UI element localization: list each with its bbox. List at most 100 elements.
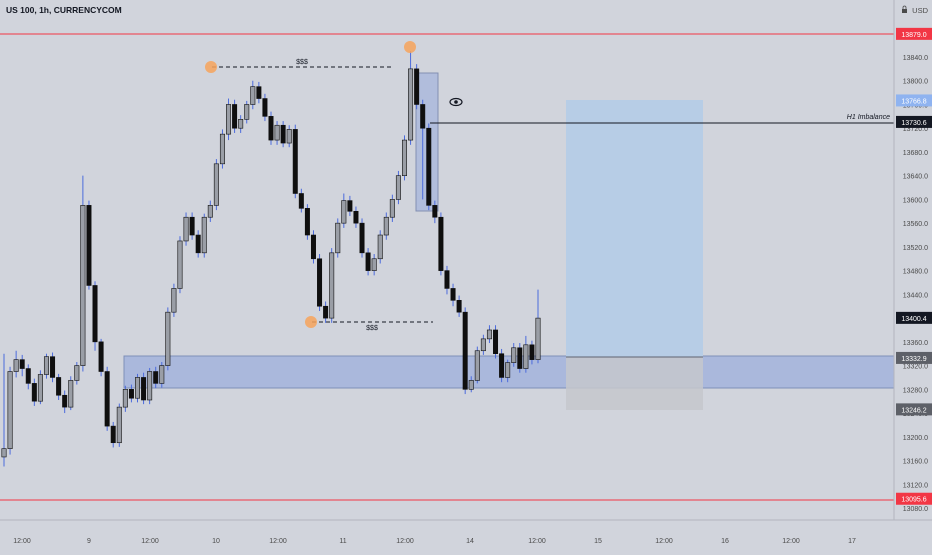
candle-body[interactable] xyxy=(165,311,171,366)
candle-body[interactable] xyxy=(135,377,141,399)
price-marker-box[interactable] xyxy=(896,403,932,416)
candle-body[interactable] xyxy=(438,216,444,271)
candle-body[interactable] xyxy=(116,406,122,444)
candle-body[interactable] xyxy=(68,380,74,408)
eye-icon[interactable] xyxy=(449,97,463,107)
candle-body[interactable] xyxy=(401,139,407,176)
candle-body[interactable] xyxy=(37,374,43,402)
candle-body[interactable] xyxy=(195,234,201,254)
swing-low-marker[interactable] xyxy=(305,316,317,328)
candle-body[interactable] xyxy=(74,365,80,381)
candle-body[interactable] xyxy=(219,133,225,165)
candle-body[interactable] xyxy=(474,350,480,381)
price-marker-box[interactable] xyxy=(896,27,932,40)
candle-body[interactable] xyxy=(395,175,401,200)
candle-body[interactable] xyxy=(189,216,195,236)
candle-body[interactable] xyxy=(104,371,110,427)
price-marker-box[interactable] xyxy=(896,94,932,107)
candle-body[interactable] xyxy=(171,288,177,313)
price-marker-box[interactable] xyxy=(896,311,932,324)
candle-body[interactable] xyxy=(505,362,511,378)
candle-body[interactable] xyxy=(92,285,98,343)
candle-body[interactable] xyxy=(250,86,256,105)
candle-body[interactable] xyxy=(256,86,262,99)
candle-body[interactable] xyxy=(7,371,13,449)
candle-body[interactable] xyxy=(31,383,37,402)
candle-body[interactable] xyxy=(286,129,292,144)
candle-body[interactable] xyxy=(444,270,450,289)
candle-body[interactable] xyxy=(535,317,541,360)
candle-body[interactable] xyxy=(13,359,19,372)
price-marker-box[interactable] xyxy=(896,115,932,128)
candle-body[interactable] xyxy=(468,380,474,390)
candle-body[interactable] xyxy=(353,210,359,224)
candle-body[interactable] xyxy=(213,163,219,206)
candle-body[interactable] xyxy=(529,344,535,360)
candle-body[interactable] xyxy=(499,353,505,378)
candle-body[interactable] xyxy=(147,371,153,401)
candle-body[interactable] xyxy=(523,344,529,369)
candle-body[interactable] xyxy=(310,234,316,260)
candle-body[interactable] xyxy=(450,288,456,301)
candle-body[interactable] xyxy=(347,200,353,212)
candle-body[interactable] xyxy=(177,240,183,289)
candle-body[interactable] xyxy=(426,127,432,206)
candle-body[interactable] xyxy=(1,448,7,458)
time-axis[interactable] xyxy=(0,520,894,550)
candle-body[interactable] xyxy=(517,347,523,369)
candle-body[interactable] xyxy=(304,208,310,236)
candle-body[interactable] xyxy=(317,258,323,307)
candle-body[interactable] xyxy=(280,124,286,144)
candle-body[interactable] xyxy=(486,329,492,340)
candle-body[interactable] xyxy=(408,68,414,141)
candle-body[interactable] xyxy=(25,368,31,384)
candle-body[interactable] xyxy=(62,394,68,408)
candle-body[interactable] xyxy=(335,222,341,254)
candle-body[interactable] xyxy=(420,104,426,129)
candle-body[interactable] xyxy=(292,129,298,194)
candle-body[interactable] xyxy=(389,199,395,218)
candle-body[interactable] xyxy=(244,104,250,120)
candle-body[interactable] xyxy=(122,389,128,408)
candle-body[interactable] xyxy=(329,252,335,319)
candle-body[interactable] xyxy=(268,116,274,141)
candle-body[interactable] xyxy=(480,338,486,352)
candle-body[interactable] xyxy=(43,356,49,375)
swing-high-marker-1[interactable] xyxy=(205,61,217,73)
candle-body[interactable] xyxy=(232,104,238,129)
candle-body[interactable] xyxy=(50,356,56,378)
candle-body[interactable] xyxy=(207,205,213,218)
candle-body[interactable] xyxy=(432,205,438,218)
candle-body[interactable] xyxy=(456,300,462,313)
candle-body[interactable] xyxy=(462,311,468,390)
candle-body[interactable] xyxy=(141,377,147,401)
candle-body[interactable] xyxy=(201,216,207,254)
candle-body[interactable] xyxy=(341,200,347,224)
price-axis[interactable] xyxy=(894,0,932,520)
candle-body[interactable] xyxy=(493,329,499,355)
candle-body[interactable] xyxy=(159,365,165,384)
candle-body[interactable] xyxy=(377,234,383,260)
candle-body[interactable] xyxy=(128,389,134,399)
candle-body[interactable] xyxy=(98,341,104,372)
candle-body[interactable] xyxy=(238,119,244,129)
price-marker-box[interactable] xyxy=(896,492,932,505)
candle-body[interactable] xyxy=(359,222,365,254)
candle-body[interactable] xyxy=(365,252,371,271)
candle-body[interactable] xyxy=(511,347,517,363)
target-zone[interactable] xyxy=(566,100,703,357)
candle-body[interactable] xyxy=(298,193,304,209)
price-marker-box[interactable] xyxy=(896,351,932,364)
candle-body[interactable] xyxy=(383,216,389,236)
candle-body[interactable] xyxy=(414,68,420,105)
candle-body[interactable] xyxy=(86,205,92,286)
candle-body[interactable] xyxy=(80,205,86,366)
candle-body[interactable] xyxy=(371,258,377,271)
candle-body[interactable] xyxy=(262,98,268,117)
candle-body[interactable] xyxy=(19,359,25,369)
candle-body[interactable] xyxy=(274,124,280,141)
candle-body[interactable] xyxy=(110,425,116,444)
stop-zone[interactable] xyxy=(566,357,703,410)
swing-high-marker-2[interactable] xyxy=(404,41,416,53)
